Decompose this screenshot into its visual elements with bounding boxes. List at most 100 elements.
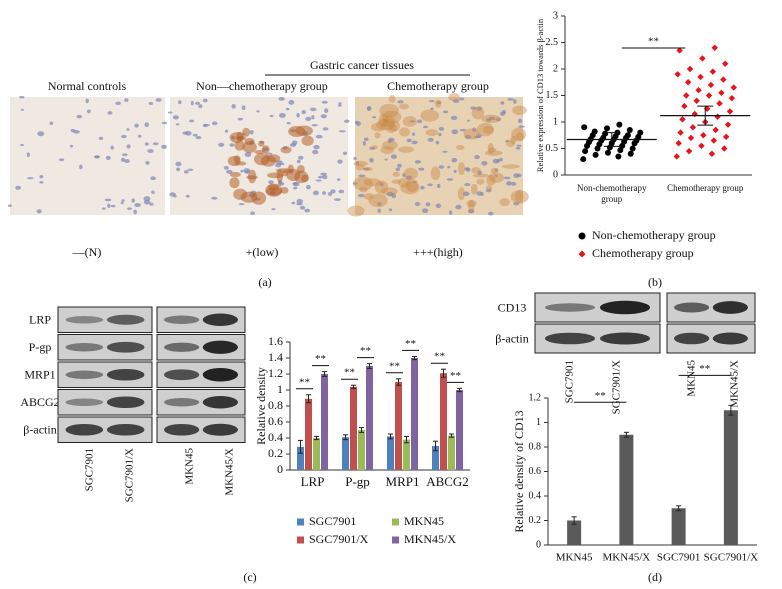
stain [425, 129, 439, 137]
cell-nucleus [320, 114, 327, 119]
stain [481, 114, 501, 124]
cell-nucleus [494, 168, 499, 172]
cell-nucleus [450, 115, 458, 120]
stain [363, 178, 382, 187]
cell-nucleus [293, 186, 298, 190]
cell-nucleus [446, 178, 454, 181]
cell-nucleus [500, 111, 506, 116]
cell-nucleus [110, 145, 114, 150]
blot-row-label: P-gp [29, 340, 52, 354]
cell-nucleus [105, 155, 111, 160]
data-point [728, 94, 736, 102]
stain [486, 174, 496, 186]
stain [370, 122, 387, 132]
bar [440, 373, 447, 470]
stain [359, 186, 368, 193]
column-title: Chemotherapy group [387, 79, 489, 93]
stain [385, 123, 397, 133]
blot-band [106, 396, 145, 409]
cell-nucleus [192, 133, 198, 137]
data-point [730, 84, 737, 91]
data-point [699, 55, 706, 62]
cell-nucleus [455, 204, 462, 210]
significance-label: ** [344, 367, 355, 379]
cell-nucleus [518, 125, 525, 128]
stain [515, 132, 525, 141]
stain [483, 125, 494, 134]
cell-nucleus [268, 180, 274, 185]
data-point [726, 108, 734, 115]
cell-nucleus [513, 201, 520, 206]
stain [512, 105, 527, 116]
blot-band [106, 368, 145, 381]
cell-nucleus [516, 144, 522, 147]
cell-nucleus [182, 131, 188, 135]
cell-nucleus [178, 100, 182, 105]
blot-band [674, 302, 710, 313]
bar [313, 438, 320, 470]
cell-nucleus [172, 115, 179, 120]
stain [376, 118, 395, 131]
blot-band [712, 332, 748, 345]
cell-nucleus [411, 180, 417, 184]
error-bar [449, 433, 454, 438]
cell-nucleus [104, 198, 112, 202]
data-point [722, 133, 730, 141]
cell-nucleus [397, 163, 402, 168]
y-axis-label: Relative density [254, 367, 268, 445]
cell-nucleus [414, 201, 421, 207]
cell-nucleus [388, 137, 395, 142]
legend-marker [392, 536, 399, 544]
cell-nucleus [126, 144, 131, 149]
blot-band [545, 303, 595, 312]
data-point [708, 150, 716, 157]
data-point [720, 76, 727, 83]
cell-nucleus [296, 112, 300, 118]
cell-nucleus [517, 118, 523, 124]
cell-nucleus [115, 101, 122, 106]
cell-nucleus [249, 129, 254, 135]
grade-label: —(N) [72, 245, 102, 259]
cell-nucleus [49, 121, 54, 126]
cell-nucleus [462, 191, 470, 197]
data-point [710, 137, 717, 144]
cell-nucleus [15, 185, 22, 190]
stain [347, 205, 365, 217]
cell-nucleus [506, 181, 512, 186]
cell-nucleus [79, 164, 83, 170]
stain [510, 190, 529, 204]
cell-nucleus [265, 152, 273, 155]
bar [297, 446, 304, 470]
stain [471, 106, 485, 120]
histology-image [7, 95, 168, 215]
column-title: Normal controls [48, 79, 127, 93]
cell-nucleus [405, 175, 413, 180]
error-bar [351, 384, 356, 389]
blot-band [600, 300, 650, 315]
cell-nucleus [459, 128, 467, 132]
cell-nucleus [476, 106, 483, 111]
y-tick-label: 1 [553, 116, 558, 127]
cell-nucleus [452, 99, 460, 103]
y-tick-label: 2 [553, 63, 558, 74]
cell-nucleus [511, 181, 517, 186]
cell-nucleus [131, 198, 135, 203]
cell-nucleus [353, 156, 357, 161]
stain [233, 188, 248, 200]
blot-band [65, 370, 104, 379]
y-tick-label: 0.8 [268, 398, 283, 412]
data-point [724, 121, 732, 128]
stain [476, 122, 494, 137]
cell-nucleus [421, 208, 429, 214]
blot-band [106, 423, 145, 436]
blot-band [106, 341, 145, 353]
stain [402, 116, 417, 127]
cell-nucleus [312, 190, 319, 196]
cell-nucleus [516, 173, 522, 178]
cell-nucleus [151, 190, 155, 195]
cell-nucleus [464, 167, 469, 171]
cell-nucleus [503, 176, 511, 180]
cell-nucleus [442, 110, 449, 114]
stain [501, 164, 520, 169]
